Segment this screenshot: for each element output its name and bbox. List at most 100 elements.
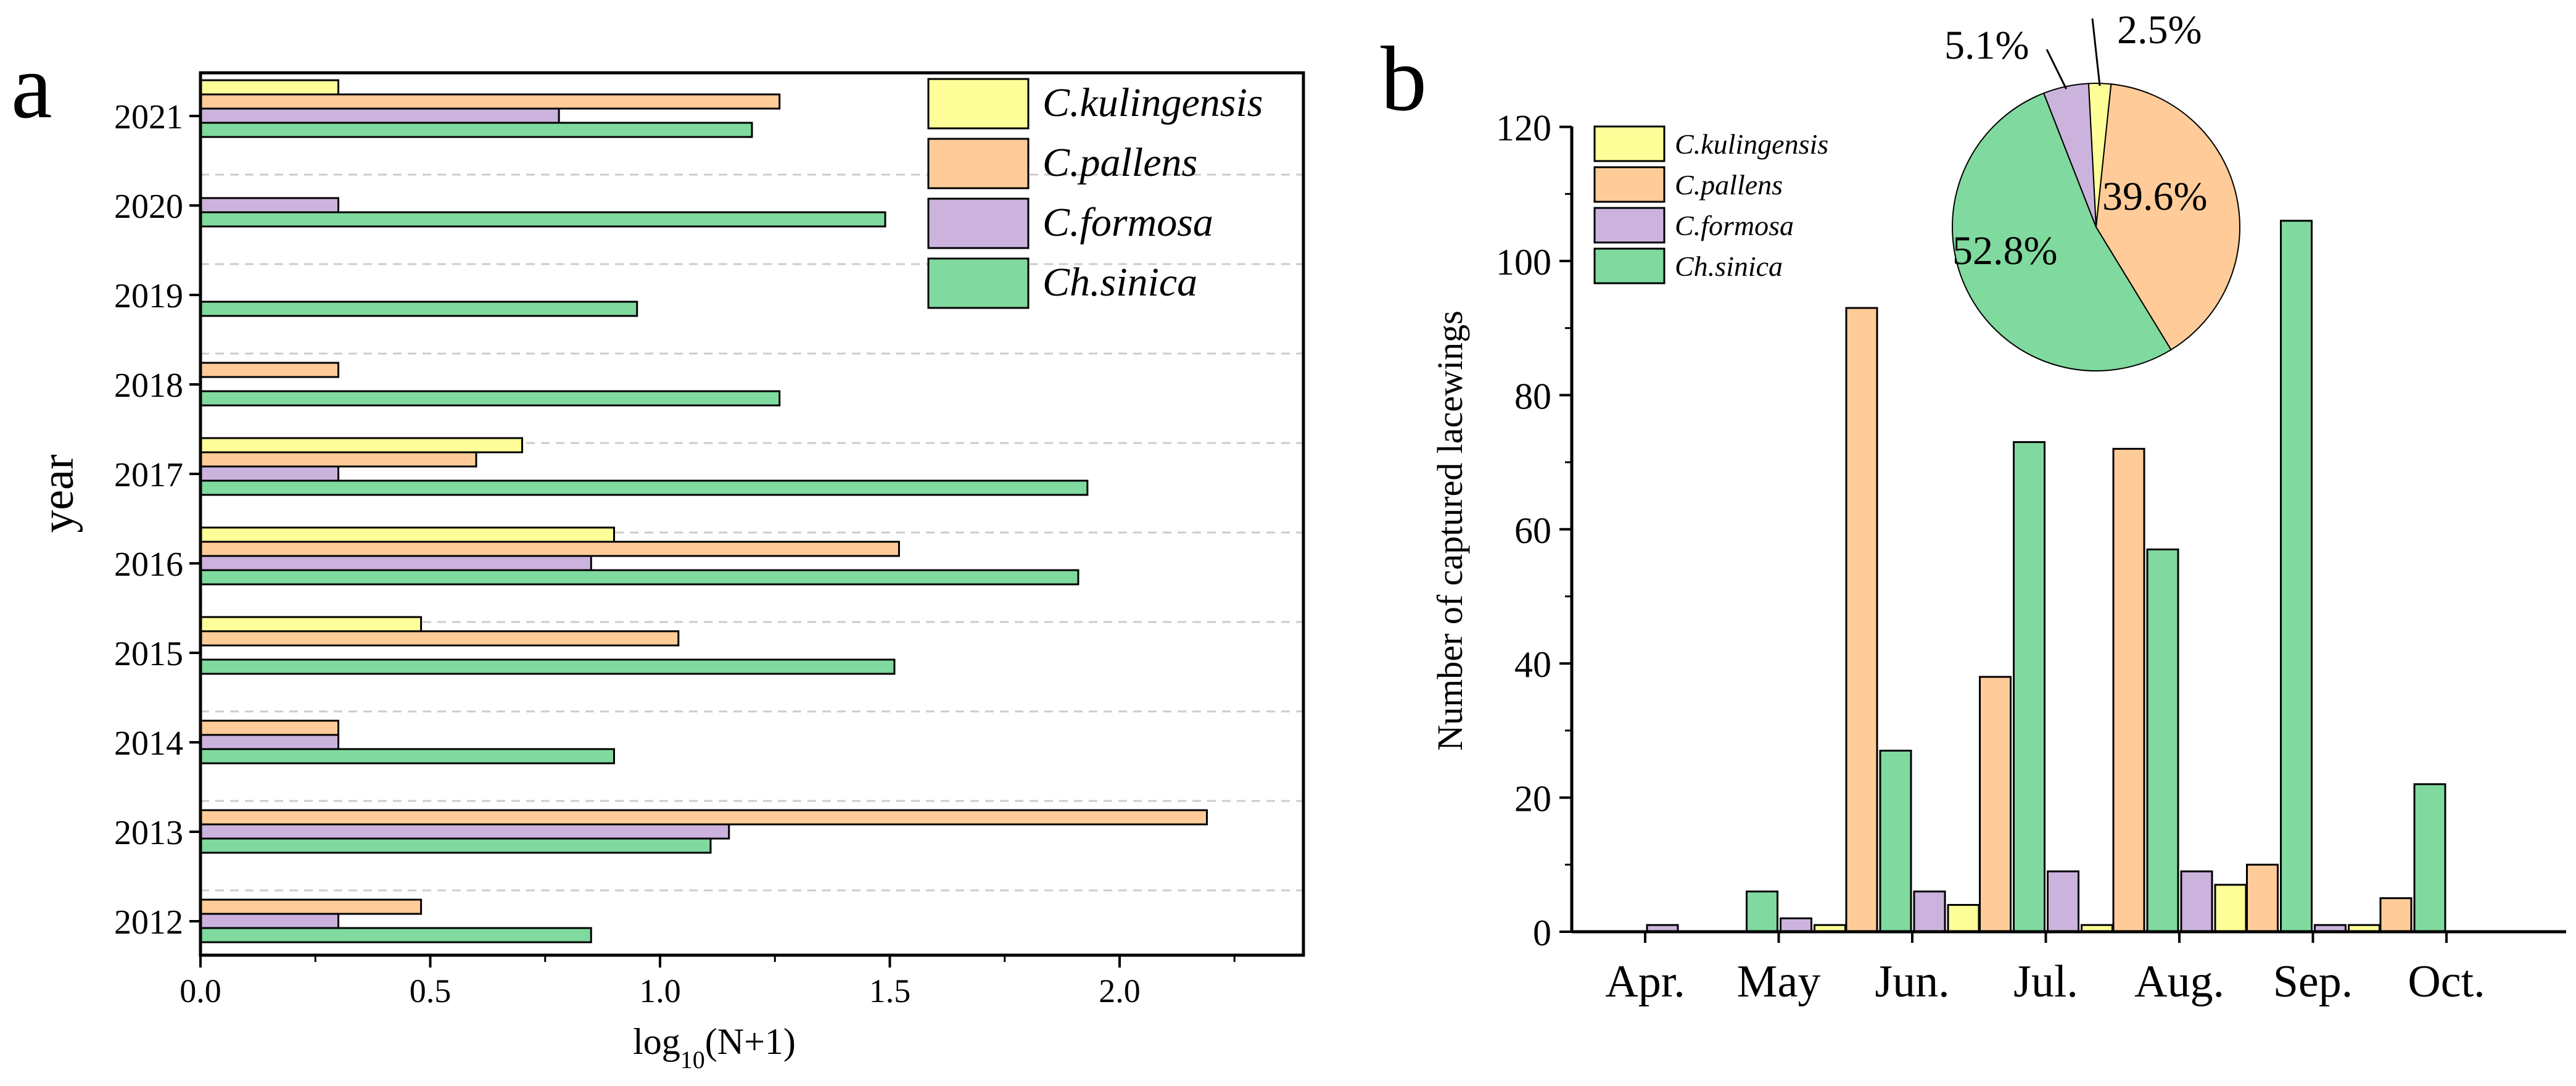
bar-b-c-pallens-aug [2112, 447, 2145, 933]
bar-b-ch-sinica-sep [2280, 220, 2313, 933]
bar-a-ch-sinica-2019 [199, 301, 638, 317]
chart-a-xlabel: log10(N+1) [633, 1021, 796, 1074]
xtick-label-jul: Jul. [2013, 956, 2078, 1007]
bar-a-c-formosa-2013 [199, 823, 730, 840]
ytick-label: 120 [1496, 108, 1551, 149]
chart-b-legend: C.kulingensis C.pallens C.formosa Ch.sinica [1593, 125, 1828, 284]
bar-b-ch-sinica-jun [1879, 750, 1912, 933]
ytick-label-2018: 2018 [114, 367, 183, 405]
bar-b-ch-sinica-may [1746, 890, 1778, 933]
legend-a-label-ch-sinica: Ch.sinica [1042, 260, 1197, 305]
bar-a-c-kulingensis-2015 [199, 616, 423, 632]
legend-b-swatch-c-formosa [1593, 207, 1666, 244]
xtick-label: 1.0 [639, 972, 681, 1009]
bar-a-c-pallens-2018 [199, 362, 339, 378]
ytick-label: 40 [1514, 644, 1551, 685]
pie-leader-line [2046, 49, 2068, 89]
legend-a-swatch-c-kulingensis [927, 78, 1030, 130]
xtick-label: 0.5 [410, 972, 452, 1009]
xtick-label: 2.0 [1099, 972, 1141, 1009]
ytick-label-2015: 2015 [114, 635, 183, 673]
pie-leader-line [2091, 18, 2101, 86]
bar-a-c-pallens-2012 [199, 898, 423, 915]
xtick-label-apr: Apr. [1605, 956, 1685, 1007]
ytick-label-2021: 2021 [114, 98, 183, 136]
legend-b-swatch-ch-sinica [1593, 247, 1666, 284]
bar-b-c-pallens-jul [1979, 676, 2012, 933]
chart-a: 0.0 0.5 1.0 1.5 2.0 2021 2020 2019 2018 2017 2016… [33, 71, 1305, 1074]
legend-a-swatch-ch-sinica [927, 257, 1030, 309]
ytick-label: 60 [1514, 510, 1551, 551]
bar-a-c-formosa-2020 [199, 197, 339, 213]
pie-slice-c-pallens [2095, 83, 2240, 351]
legend-b-label-c-pallens: C.pallens [1675, 169, 1783, 201]
bar-a-ch-sinica-2014 [199, 748, 615, 765]
bar-a-ch-sinica-2021 [199, 122, 753, 138]
pie-inset: 2.5% 39.6% 52.8% 5.1% [1944, 7, 2240, 372]
ytick-label: 100 [1496, 242, 1551, 283]
bar-a-c-formosa-2021 [199, 107, 560, 124]
bar-a-c-formosa-2014 [199, 734, 339, 750]
chart-b: 0 20 40 60 80 100 120 Apr. May Jun. Jul. Aug. Sep. O… [1430, 7, 2566, 1007]
chart-a-legend: C.kulingensis C.pallens C.formosa Ch.sinica [927, 78, 1263, 309]
bar-a-c-pallens-2017 [199, 451, 477, 468]
bar-a-c-formosa-2016 [199, 555, 592, 571]
bar-b-c-pallens-oct [2379, 897, 2413, 933]
bar-b-c-formosa-aug [2180, 870, 2213, 933]
ytick-label: 80 [1514, 376, 1551, 417]
xtick-label-oct: Oct. [2408, 956, 2485, 1007]
bar-b-ch-sinica-oct [2413, 783, 2446, 933]
bar-b-ch-sinica-aug [2146, 548, 2179, 933]
legend-a-swatch-c-pallens [927, 138, 1030, 189]
bar-a-c-formosa-2012 [199, 913, 339, 929]
bar-a-c-kulingensis-2016 [199, 526, 615, 543]
legend-a-label-c-pallens: C.pallens [1042, 140, 1197, 185]
bar-a-ch-sinica-2020 [199, 211, 886, 228]
legend-b-swatch-c-pallens [1593, 166, 1666, 203]
bar-a-ch-sinica-2018 [199, 390, 781, 407]
legend-a-label-c-formosa: C.formosa [1042, 200, 1213, 245]
bar-b-c-formosa-may [1780, 917, 1812, 933]
xtick-label: 0.0 [180, 972, 221, 1009]
pie-slice-ch-sinica [1951, 92, 2172, 372]
ytick-label-2020: 2020 [114, 188, 183, 226]
bar-b-c-formosa-jul [2047, 870, 2079, 933]
pie-label-c-kulingensis: 2.5% [2117, 7, 2202, 52]
bar-b-c-formosa-jun [1913, 890, 1946, 933]
chart-b-ylabel: Number of captured lacewings [1430, 310, 1470, 750]
legend-a-swatch-c-formosa [927, 197, 1030, 249]
xtick-label-aug: Aug. [2134, 956, 2224, 1007]
ytick-label-2017: 2017 [114, 456, 183, 494]
panel-label-a: a [11, 35, 52, 138]
bar-a-ch-sinica-2016 [199, 569, 1080, 586]
bar-a-ch-sinica-2017 [199, 479, 1089, 496]
panel-label-b: b [1381, 28, 1427, 130]
bar-a-c-kulingensis-2017 [199, 437, 523, 454]
legend-b-swatch-c-kulingensis [1593, 125, 1666, 162]
bar-b-c-pallens-jun [1845, 307, 1878, 933]
legend-b-label-c-kulingensis: C.kulingensis [1675, 128, 1828, 160]
chart-a-frame [199, 71, 1305, 957]
ytick-label-2019: 2019 [114, 277, 183, 315]
legend-a-label-c-kulingensis: C.kulingensis [1042, 80, 1263, 125]
bar-a-c-pallens-2013 [199, 809, 1208, 826]
bar-a-ch-sinica-2013 [199, 837, 712, 854]
ytick-label-2016: 2016 [114, 545, 183, 584]
legend-b-label-ch-sinica: Ch.sinica [1675, 251, 1783, 282]
bar-b-c-pallens-sep [2246, 863, 2279, 933]
ytick-label: 0 [1533, 913, 1551, 953]
bar-a-ch-sinica-2012 [199, 927, 592, 943]
pie-label-ch-sinica: 52.8% [1952, 228, 2057, 273]
bar-a-c-pallens-2016 [199, 541, 900, 557]
xtick-label-sep: Sep. [2273, 956, 2353, 1007]
ytick-label-2014: 2014 [114, 724, 183, 763]
pie-label-c-pallens: 39.6% [2102, 174, 2207, 219]
bar-b-ch-sinica-jul [2013, 441, 2046, 933]
xtick-label-may: May [1737, 956, 1821, 1007]
chart-a-ylabel: year [33, 454, 83, 533]
ytick-label-2013: 2013 [114, 814, 183, 852]
bar-a-ch-sinica-2015 [199, 658, 896, 675]
bar-a-c-pallens-2021 [199, 93, 781, 110]
bar-a-c-pallens-2015 [199, 630, 680, 647]
